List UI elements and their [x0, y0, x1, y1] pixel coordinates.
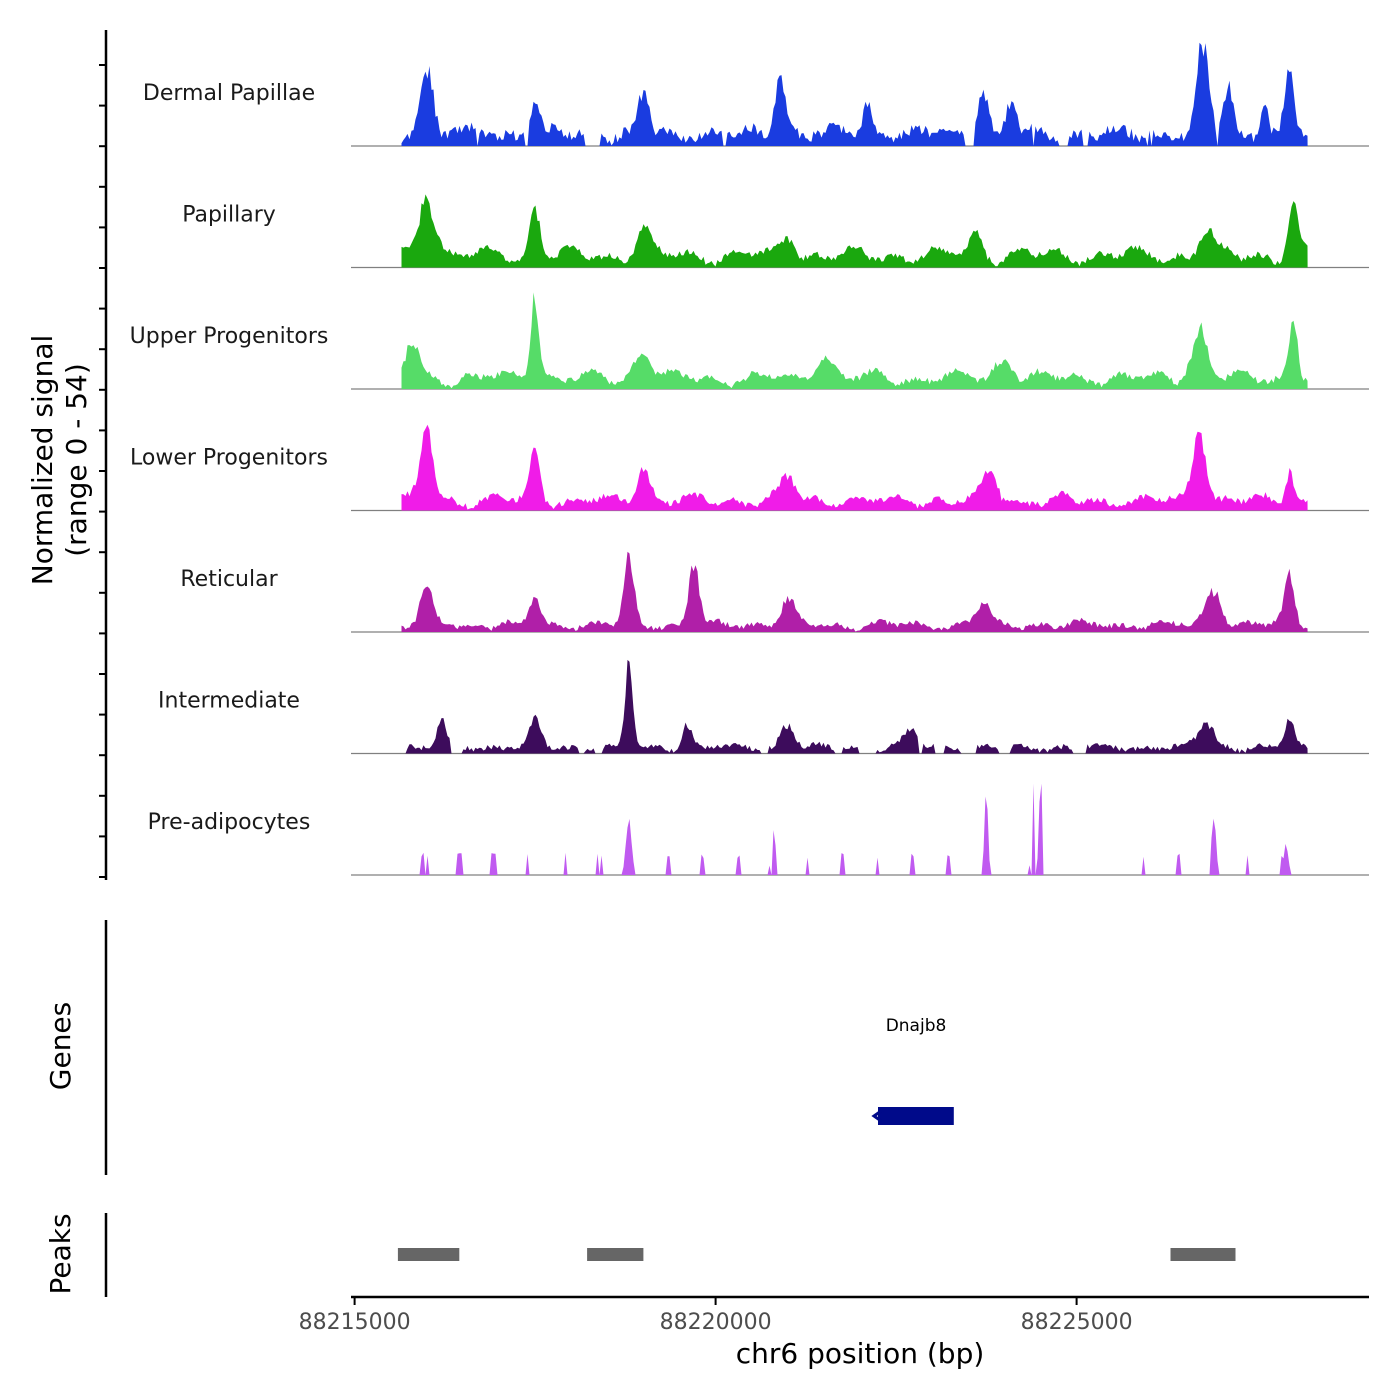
track-label: Intermediate [158, 689, 300, 714]
track-0: Dermal Papillae [143, 42, 1369, 147]
peak-region [1170, 1248, 1236, 1261]
track-signal-area [401, 424, 1308, 511]
track-3: Lower Progenitors [130, 424, 1369, 512]
genes-axis-title: Genes [44, 1002, 77, 1090]
track-label: Papillary [182, 203, 276, 228]
y-axis-title-line2: (range 0 - 54) [60, 363, 93, 557]
track-label: Upper Progenitors [130, 324, 329, 349]
y-axis-title-line1: Normalized signal [26, 335, 59, 586]
track-4: Reticular [180, 551, 1369, 633]
signal-tracks: Dermal Papillae Papillary Upper Progenitor… [130, 42, 1369, 876]
gene-track: Dnajb8 [871, 1016, 954, 1125]
track-signal-area [401, 42, 1308, 146]
y-axis-title: Normalized signal (range 0 - 54) [26, 335, 93, 586]
track-signal-area [401, 551, 1308, 632]
peaks-axis-title: Peaks [44, 1213, 77, 1294]
track-5: Intermediate [158, 659, 1369, 755]
peak-region [397, 1248, 460, 1261]
x-axis-title: chr6 position (bp) [736, 1337, 985, 1370]
track-1: Papillary [182, 194, 1369, 269]
signal-y-ticks [99, 64, 106, 878]
track-signal-area [401, 783, 1308, 875]
track-6: Pre-adipocytes [148, 783, 1369, 876]
track-signal-area [401, 292, 1308, 389]
peak-region [587, 1248, 644, 1261]
gene-strand-arrow [871, 1107, 885, 1125]
x-ticks: 88215000 88220000 88225000 [299, 1297, 1133, 1335]
x-tick-label: 88215000 [299, 1310, 411, 1335]
track-label: Pre-adipocytes [148, 810, 311, 835]
track-label: Dermal Papillae [143, 81, 315, 106]
track-signal-area [401, 194, 1308, 268]
track-label: Reticular [180, 567, 278, 592]
gene-label: Dnajb8 [886, 1016, 947, 1036]
track-signal-area [401, 659, 1308, 754]
x-tick-label: 88225000 [1021, 1310, 1133, 1335]
peak-regions [397, 1248, 1236, 1261]
x-tick-label: 88220000 [660, 1310, 772, 1335]
gene-body [878, 1107, 954, 1125]
track-label: Lower Progenitors [130, 446, 328, 471]
track-2: Upper Progenitors [130, 292, 1369, 390]
